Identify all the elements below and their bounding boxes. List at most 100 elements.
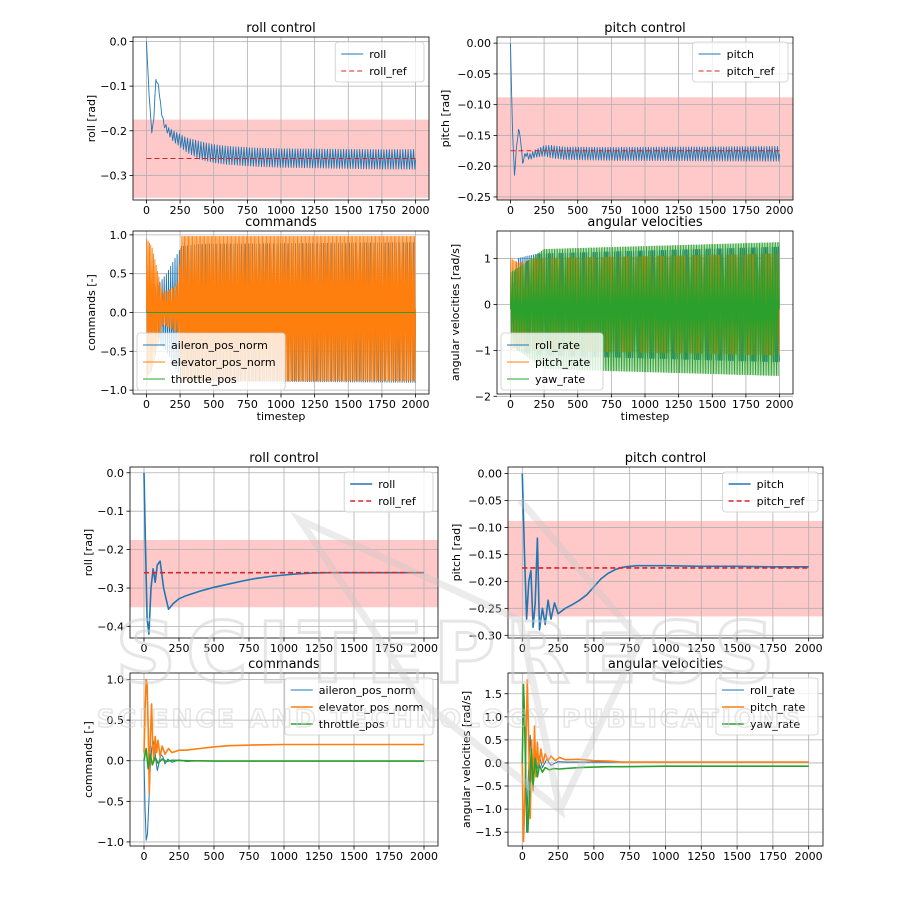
y-tick-label: −0.1 bbox=[100, 80, 127, 93]
x-tick-label: 0 bbox=[507, 398, 514, 411]
y-tick-label: 0.0 bbox=[107, 755, 125, 768]
legend-label: yaw_rate bbox=[750, 718, 800, 731]
y-tick-label: −1 bbox=[475, 344, 491, 357]
y-tick-label: 1.0 bbox=[110, 229, 128, 242]
y-tick-label: −0.25 bbox=[457, 191, 491, 204]
x-tick-label: 1500 bbox=[723, 850, 751, 863]
y-tick-label: 1.5 bbox=[485, 688, 503, 701]
y-tick-label: −0.2 bbox=[97, 544, 124, 557]
x-axis-label: timestep bbox=[621, 410, 670, 423]
x-tick-label: 750 bbox=[239, 642, 260, 655]
chart-title: angular velocities bbox=[587, 215, 702, 230]
x-tick-label: 0 bbox=[507, 204, 514, 217]
x-tick-label: 250 bbox=[170, 398, 191, 411]
y-tick-label: −0.30 bbox=[468, 629, 502, 642]
x-tick-label: 1500 bbox=[340, 850, 368, 863]
y-tick-label: −0.10 bbox=[457, 99, 491, 112]
x-tick-label: 1500 bbox=[334, 398, 362, 411]
legend: roll roll_ref bbox=[334, 41, 425, 83]
y-tick-label: −1.0 bbox=[475, 803, 502, 816]
y-axis-label: angular velocities [rad/s] bbox=[460, 691, 473, 828]
x-tick-label: 1000 bbox=[267, 204, 295, 217]
y-tick-label: −0.15 bbox=[468, 548, 502, 561]
legend-label: pitch_rate bbox=[750, 701, 805, 714]
y-tick-label: 0.00 bbox=[478, 467, 503, 480]
y-tick-label: 1.0 bbox=[107, 673, 125, 686]
x-tick-label: 1000 bbox=[267, 398, 295, 411]
x-tick-label: 1250 bbox=[305, 642, 333, 655]
legend-label: roll bbox=[369, 48, 386, 61]
x-tick-label: 2000 bbox=[410, 850, 438, 863]
chart-2: 0 250 500 750 1000 1250 1500 1750 2000 1.0 0.5 0.0 −… bbox=[85, 215, 430, 423]
x-tick-label: 500 bbox=[567, 398, 588, 411]
x-tick-label: 1250 bbox=[665, 398, 693, 411]
x-tick-label: 2000 bbox=[766, 204, 794, 217]
x-tick-label: 250 bbox=[534, 398, 555, 411]
series-throttle_pos bbox=[143, 747, 424, 770]
x-tick-label: 1750 bbox=[368, 204, 396, 217]
x-tick-label: 1000 bbox=[631, 204, 659, 217]
x-tick-label: 750 bbox=[601, 204, 622, 217]
y-tick-label: −0.10 bbox=[468, 521, 502, 534]
x-tick-label: 1500 bbox=[340, 642, 368, 655]
y-tick-label: −0.25 bbox=[468, 602, 502, 615]
y-axis-label: pitch [rad] bbox=[450, 524, 463, 582]
y-tick-label: 0.00 bbox=[467, 37, 492, 50]
x-tick-label: 0 bbox=[519, 850, 526, 863]
legend-label: aileron_pos_norm bbox=[319, 684, 416, 697]
y-tick-label: 0.0 bbox=[485, 757, 503, 770]
y-tick-label: −0.1 bbox=[97, 505, 124, 518]
y-tick-label: 0 bbox=[484, 298, 491, 311]
x-tick-label: 1750 bbox=[759, 642, 787, 655]
chart-title: commands bbox=[248, 657, 320, 672]
legend-label: aileron_pos_norm bbox=[171, 339, 268, 352]
legend-label: pitch_rate bbox=[535, 356, 590, 369]
legend: aileron_pos_norm elevator_pos_normthrottl… bbox=[136, 332, 286, 391]
legend-label: yaw_rate bbox=[535, 373, 585, 386]
x-tick-label: 1250 bbox=[301, 398, 329, 411]
y-tick-label: 0.5 bbox=[485, 734, 503, 747]
x-tick-label: 500 bbox=[203, 398, 224, 411]
x-tick-label: 1500 bbox=[334, 204, 362, 217]
legend: roll_rate pitch_rate yaw_rate bbox=[715, 677, 819, 736]
x-tick-label: 1000 bbox=[631, 398, 659, 411]
legend-label: throttle_pos bbox=[319, 718, 385, 731]
legend-label: elevator_pos_norm bbox=[171, 356, 276, 369]
x-tick-label: 1000 bbox=[270, 850, 298, 863]
y-tick-label: −0.5 bbox=[100, 345, 127, 358]
chart-title: angular velocities bbox=[608, 657, 723, 672]
y-tick-label: 0.5 bbox=[110, 268, 128, 281]
chart-title: pitch control bbox=[625, 451, 707, 466]
y-axis-label: pitch [rad] bbox=[439, 90, 452, 148]
x-tick-label: 1250 bbox=[687, 850, 715, 863]
y-tick-label: −2 bbox=[475, 390, 491, 403]
chart-1: 0 250 500 750 1000 1250 1500 1750 2000 0.00 −0.05 −… bbox=[439, 21, 794, 217]
x-tick-label: 2000 bbox=[795, 850, 823, 863]
chart-6: 0 250 500 750 1000 1250 1500 1750 2000 1.0 0.5 0.0 −… bbox=[82, 657, 439, 863]
y-tick-label: −0.20 bbox=[468, 575, 502, 588]
x-tick-label: 1250 bbox=[305, 850, 333, 863]
chart-title: roll control bbox=[249, 451, 318, 466]
y-tick-label: −1.0 bbox=[100, 384, 127, 397]
legend-label: roll bbox=[378, 478, 395, 491]
legend-label: roll_ref bbox=[369, 65, 408, 78]
chart-5: 0 250 500 750 1000 1250 1500 1750 2000 0.00 −0.05 −… bbox=[450, 451, 824, 655]
x-tick-label: 1750 bbox=[375, 642, 403, 655]
y-tick-label: −0.3 bbox=[100, 169, 127, 182]
x-tick-label: 750 bbox=[619, 642, 640, 655]
legend-label: roll_ref bbox=[378, 495, 417, 508]
x-tick-label: 750 bbox=[239, 850, 260, 863]
x-tick-label: 0 bbox=[141, 850, 148, 863]
y-tick-label: −0.15 bbox=[457, 129, 491, 142]
x-tick-label: 500 bbox=[567, 204, 588, 217]
x-tick-label: 250 bbox=[548, 642, 569, 655]
legend-label: pitch bbox=[727, 48, 754, 61]
x-tick-label: 750 bbox=[619, 850, 640, 863]
x-tick-label: 2000 bbox=[402, 398, 430, 411]
x-tick-label: 0 bbox=[141, 642, 148, 655]
x-tick-label: 0 bbox=[143, 398, 150, 411]
legend-label: roll_rate bbox=[535, 339, 580, 352]
y-tick-label: −0.20 bbox=[457, 160, 491, 173]
chart-title: roll control bbox=[246, 21, 315, 36]
x-tick-label: 500 bbox=[583, 642, 604, 655]
